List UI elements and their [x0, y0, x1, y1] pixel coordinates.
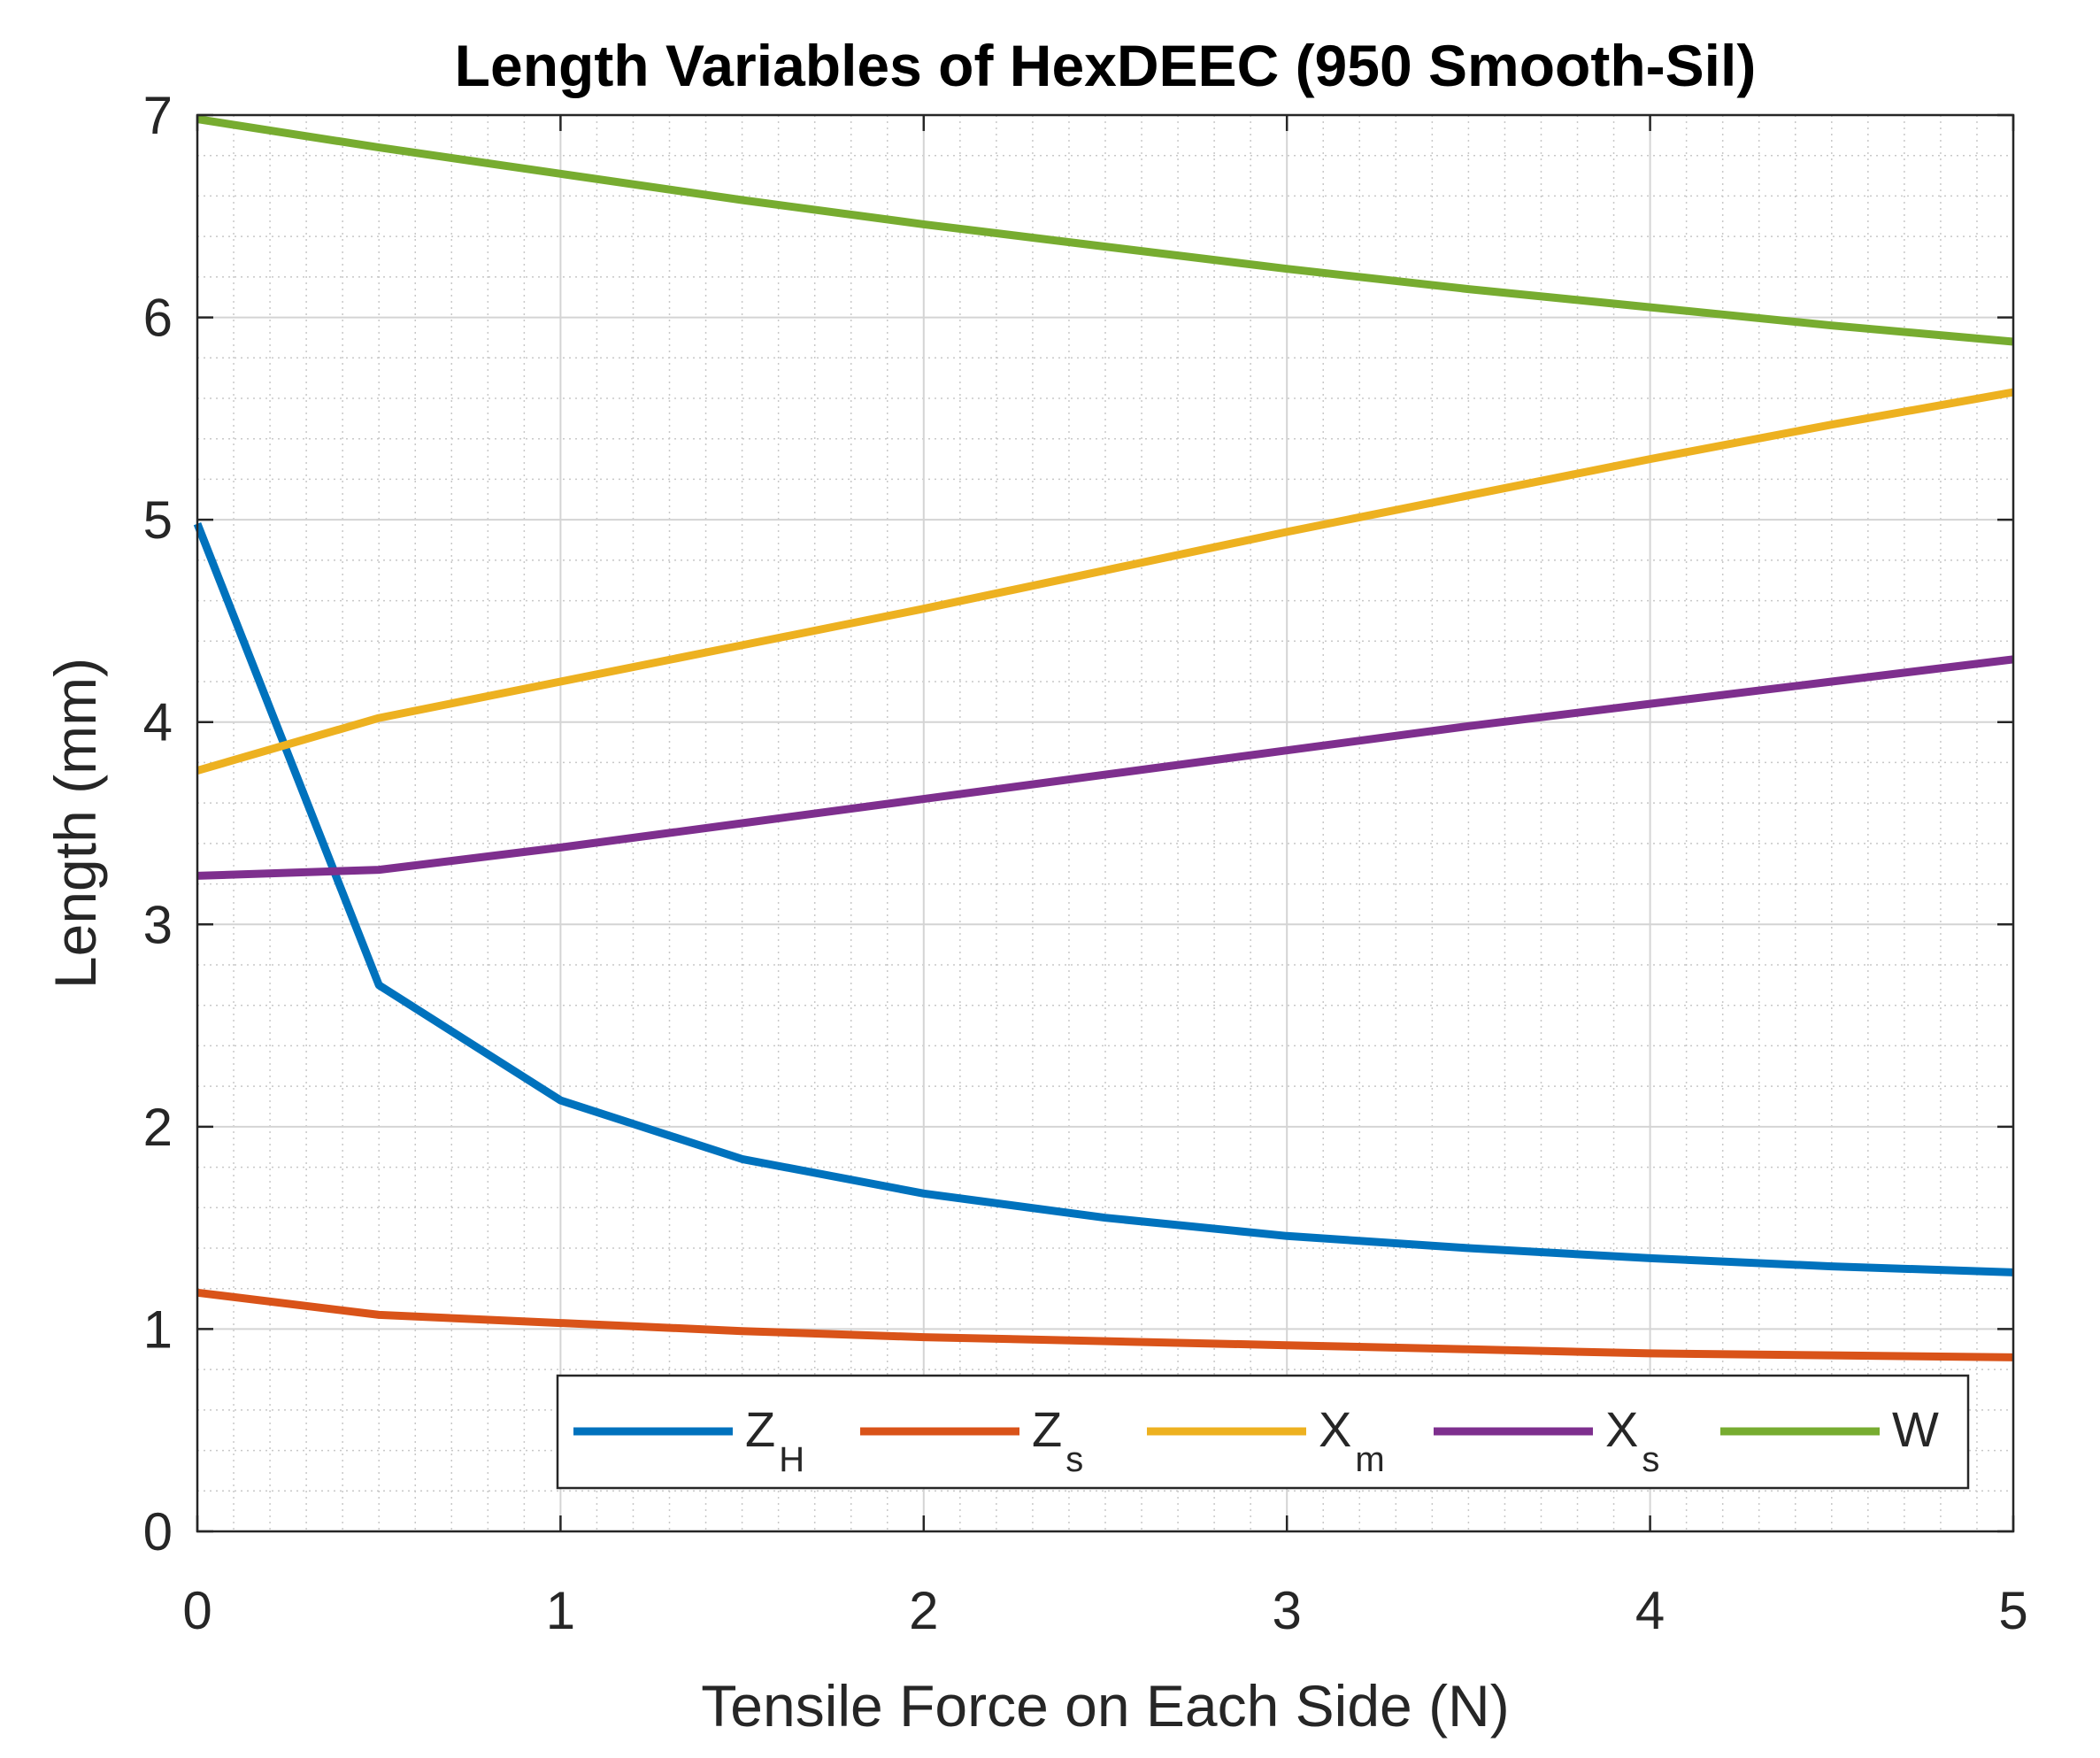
- x-tick-label: 5: [1998, 1581, 2027, 1640]
- y-tick-label: 1: [143, 1299, 173, 1359]
- x-tick-label: 4: [1635, 1581, 1665, 1640]
- y-tick-label: 5: [143, 490, 173, 550]
- legend-label: W: [1892, 1401, 1939, 1457]
- legend-subscript: m: [1355, 1440, 1384, 1479]
- series-line-w: [196, 115, 2014, 346]
- y-tick-label: 2: [143, 1098, 173, 1157]
- series-line-zh: [193, 522, 2014, 1276]
- legend-subscript: H: [779, 1440, 804, 1479]
- y-axis-label: Length (mm): [42, 658, 108, 989]
- series-line-xm: [196, 388, 2014, 775]
- x-tick-label: 3: [1273, 1581, 1302, 1640]
- series-line-xs: [196, 655, 2014, 880]
- plot-frame: [196, 113, 2015, 1533]
- x-tick-label: 1: [546, 1581, 575, 1640]
- x-tick-label: 0: [182, 1581, 212, 1640]
- series-line-zs: [196, 1288, 2014, 1361]
- y-axis-ticks: 0 1 2 3 4 5 6 7: [143, 86, 2013, 1561]
- chart-title: Length Variables of HexDEEC (950 Smooth-…: [455, 33, 1757, 98]
- legend-entry: W: [1720, 1401, 1939, 1457]
- y-tick-label: 4: [143, 693, 173, 752]
- x-axis-ticks: 0 1 2 3 4 5: [182, 115, 2028, 1640]
- y-tick-label: 0: [143, 1502, 173, 1561]
- y-tick-label: 3: [143, 895, 173, 954]
- series-lines: [193, 115, 2014, 1361]
- x-tick-label: 2: [909, 1581, 938, 1640]
- legend-subscript: s: [1065, 1440, 1083, 1479]
- y-tick-label: 6: [143, 289, 173, 348]
- x-axis-label: Tensile Force on Each Side (N): [701, 1673, 1509, 1739]
- legend-subscript: s: [1642, 1440, 1659, 1479]
- y-tick-label: 7: [143, 86, 173, 145]
